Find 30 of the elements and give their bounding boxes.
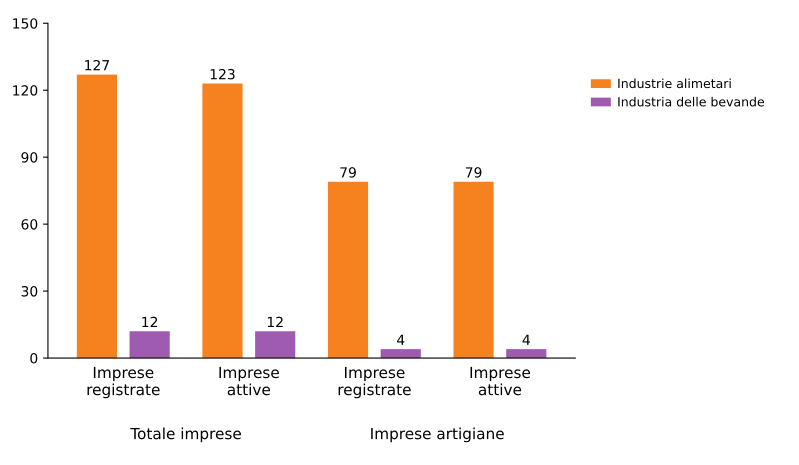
y-tick-label: 30 — [22, 286, 38, 297]
bar — [380, 349, 421, 358]
legend-label: Industria delle bevande — [618, 96, 764, 106]
data-label: 79 — [466, 167, 482, 178]
x-tick-label: Imprese registrate — [88, 366, 160, 398]
data-label: 12 — [268, 316, 283, 327]
text: Imprese artigiane — [371, 427, 504, 442]
text: Totale imprese — [130, 427, 241, 442]
bar — [255, 331, 296, 358]
y-tick-label: 90 — [21, 152, 38, 163]
data-label: 123 — [210, 68, 235, 80]
bar — [506, 349, 546, 358]
bar — [130, 331, 170, 358]
data-label: 4 — [397, 334, 404, 345]
bar — [328, 182, 368, 358]
bar — [453, 182, 494, 358]
data-label: 79 — [340, 167, 356, 178]
data-label: 127 — [85, 60, 109, 70]
y-tick-label: 0 — [30, 353, 38, 364]
x-tick-label: Imprese registrate — [338, 366, 411, 398]
y-tick-label: 120 — [13, 85, 38, 96]
data-label: 4 — [522, 334, 530, 345]
bar — [202, 84, 243, 358]
bar — [76, 74, 117, 358]
data-label: 12 — [142, 316, 158, 327]
y-tick-label: 150 — [13, 18, 38, 29]
y-tick-label: 60 — [22, 219, 38, 230]
x-tick-label: Imprese attive — [219, 366, 279, 396]
x-tick-label: Imprese attive — [470, 366, 530, 396]
legend-label: Industrie alimetari — [618, 78, 731, 88]
